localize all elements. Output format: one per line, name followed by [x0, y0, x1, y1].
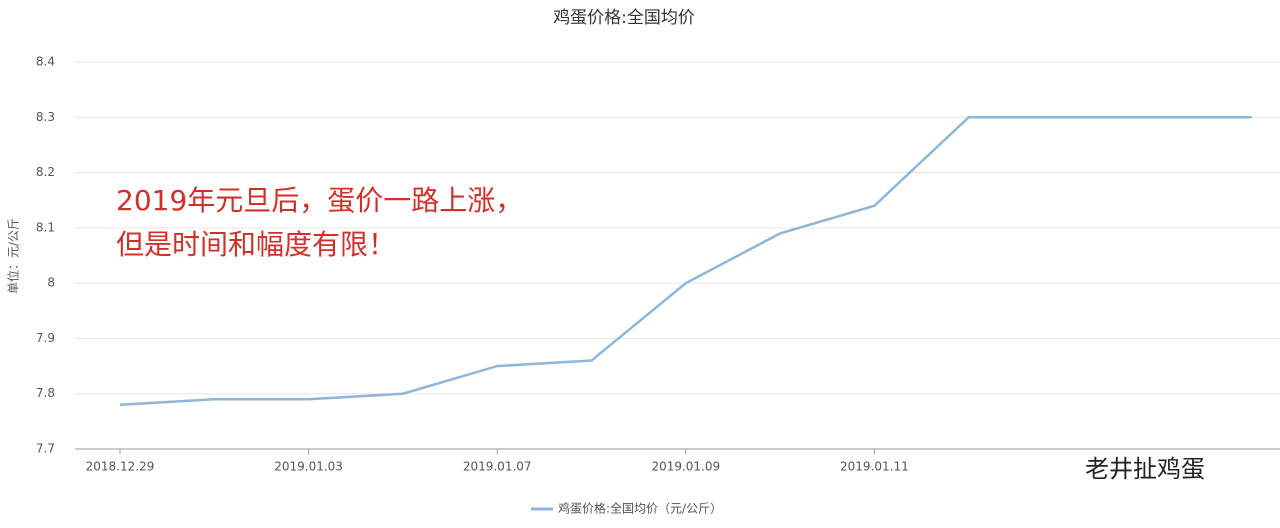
y-axis-label: 单位：元/公斤: [6, 218, 21, 294]
legend-label: 鸡蛋价格:全国均价（元/公斤）: [558, 501, 722, 516]
annotation: 2019年元旦后，蛋价一路上涨，: [116, 184, 523, 217]
x-tick-label: 2019.01.09: [651, 460, 720, 474]
y-tick-label: 7.8: [36, 386, 55, 400]
watermark: 老井扯鸡蛋: [1085, 455, 1205, 483]
y-tick-label: 8.1: [36, 220, 55, 234]
y-tick-label: 7.9: [36, 331, 55, 345]
chart-title: 鸡蛋价格:全国均价: [553, 8, 695, 28]
x-tick-label: 2019.01.07: [463, 460, 532, 474]
annotation: 但是时间和幅度有限！: [116, 228, 396, 261]
watermark-bg: [1040, 450, 1240, 490]
y-tick-label: 7.7: [36, 442, 55, 456]
y-tick-label: 8.2: [36, 165, 55, 179]
data-line: [119, 116, 1252, 407]
x-tick-label: 2019.01.11: [840, 460, 909, 474]
x-tick-label: 2018.12.29: [86, 460, 155, 474]
y-tick-label: 8: [47, 276, 55, 290]
x-tick-label: 2019.01.03: [274, 460, 343, 474]
y-tick-label: 8.3: [36, 110, 55, 124]
y-tick-label: 8.4: [36, 55, 55, 69]
